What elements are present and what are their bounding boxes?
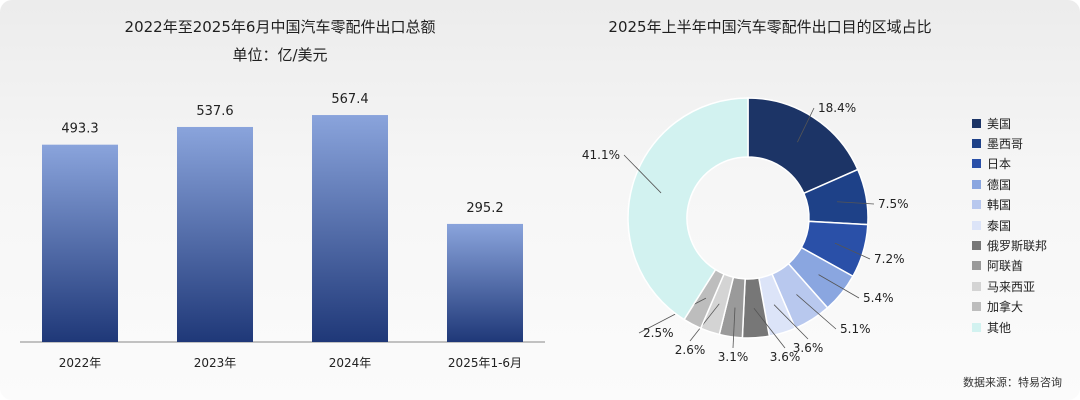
legend: 美国墨西哥日本德国韩国泰国俄罗斯联邦阿联酋马来西亚加拿大其他: [972, 113, 1047, 337]
legend-item: 墨西哥: [972, 133, 1047, 153]
legend-item: 德国: [972, 174, 1047, 194]
leader-line: [797, 107, 815, 143]
bar-value-label: 537.6: [196, 104, 233, 119]
legend-label: 马来西亚: [987, 279, 1036, 294]
legend-item: 其他: [972, 317, 1047, 337]
x-tick-label: 2022年: [59, 356, 102, 370]
legend-swatch: [972, 118, 981, 128]
legend-label: 日本: [987, 157, 1012, 172]
legend-label: 美国: [987, 116, 1012, 131]
legend-label: 泰国: [987, 218, 1012, 233]
legend-swatch: [972, 322, 981, 332]
legend-swatch: [972, 302, 981, 312]
slice-value-label: 2.6%: [675, 343, 706, 357]
bar-value-label: 493.3: [61, 122, 98, 137]
leader-line: [732, 307, 736, 349]
bar: [42, 144, 118, 342]
donut-slice: [627, 97, 749, 321]
slice-value-label: 5.1%: [840, 322, 871, 336]
legend-item: 俄罗斯联邦: [972, 235, 1047, 255]
bar: [177, 126, 253, 343]
leader-line: [834, 242, 871, 260]
slice-value-label: 3.6%: [770, 350, 801, 364]
bar: [312, 115, 388, 342]
bar: [447, 223, 523, 342]
slice-value-label: 2.5%: [643, 326, 674, 340]
legend-item: 马来西亚: [972, 276, 1047, 296]
legend-label: 墨西哥: [987, 137, 1024, 152]
slice-value-label: 18.4%: [818, 101, 856, 115]
bar-chart-title: 2022年至2025年6月中国汽车零配件出口总额: [124, 18, 436, 36]
slice-value-label: 3.1%: [718, 350, 749, 364]
legend-swatch: [972, 139, 981, 149]
leader-line: [837, 201, 875, 205]
legend-label: 阿联酋: [987, 259, 1024, 274]
bar-chart-unit: 单位：亿/美元: [232, 46, 328, 64]
legend-swatch: [972, 241, 981, 251]
leader-line: [753, 308, 786, 349]
slice-value-label: 5.4%: [863, 291, 894, 305]
legend-swatch: [972, 261, 981, 271]
legend-swatch: [972, 220, 981, 230]
legend-item: 日本: [972, 154, 1047, 174]
legend-item: 泰国: [972, 215, 1047, 235]
legend-label: 韩国: [987, 198, 1012, 213]
bar-value-label: 567.4: [331, 92, 368, 107]
x-tick-label: 2023年: [194, 356, 237, 370]
leader-line: [818, 274, 860, 299]
legend-label: 其他: [987, 320, 1012, 335]
data-source: 数据来源：特易咨询: [963, 376, 1062, 389]
leader-line: [623, 154, 662, 194]
legend-item: 阿联酋: [972, 256, 1047, 276]
legend-swatch: [972, 159, 981, 169]
x-tick-label: 2025年1-6月: [448, 356, 522, 370]
legend-swatch: [972, 200, 981, 210]
slice-value-label: 41.1%: [582, 148, 620, 162]
bar-chart: 493.3 2022年 537.6 2023年 567.4 2024年 295.2 2025年…: [20, 92, 545, 370]
legend-label: 俄罗斯联邦: [987, 239, 1048, 254]
donut-slice: [747, 97, 859, 195]
legend-item: 韩国: [972, 195, 1047, 215]
leader-line: [773, 304, 809, 340]
legend-item: 加拿大: [972, 297, 1047, 317]
legend-swatch: [972, 281, 981, 291]
x-tick-label: 2024年: [329, 356, 372, 370]
donut-chart-title: 2025年上半年中国汽车零配件出口目的区域占比: [608, 18, 932, 36]
legend-item: 美国: [972, 113, 1047, 133]
legend-swatch: [972, 179, 981, 189]
slice-value-label: 7.2%: [874, 252, 905, 266]
bar-value-label: 295.2: [466, 201, 503, 216]
slice-value-label: 7.5%: [878, 197, 909, 211]
slice-value-label: 3.6%: [793, 341, 824, 355]
legend-label: 德国: [987, 177, 1012, 192]
leader-line: [689, 303, 720, 342]
legend-label: 加拿大: [987, 300, 1024, 315]
leader-line: [796, 294, 837, 330]
